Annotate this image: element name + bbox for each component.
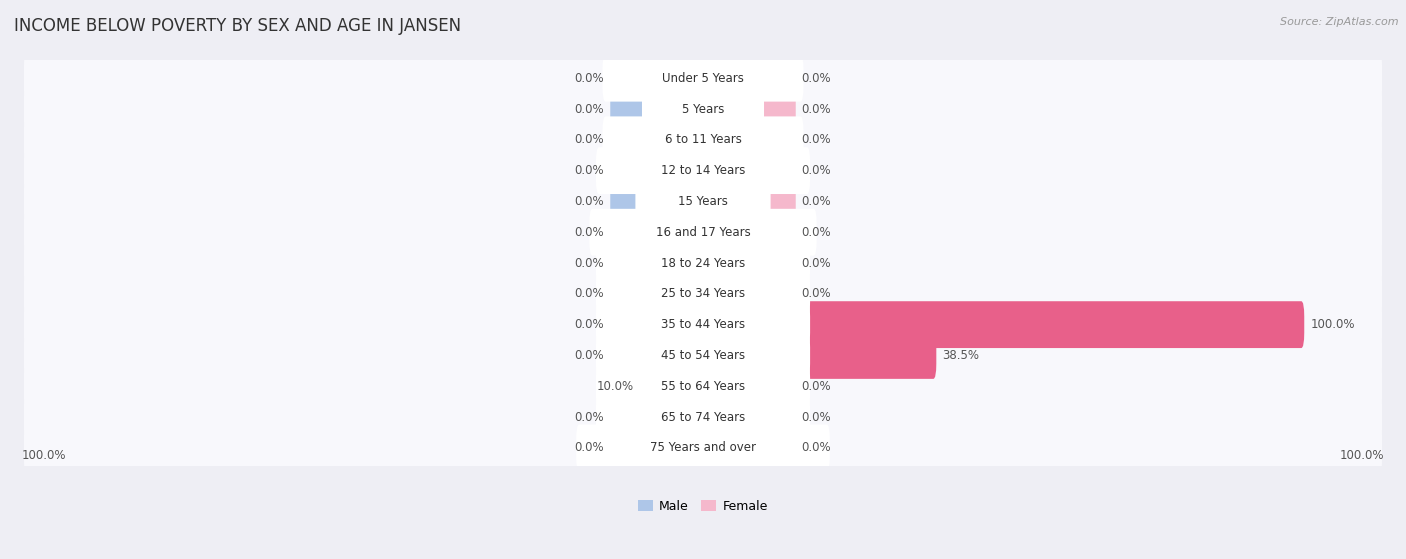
Text: 0.0%: 0.0% bbox=[801, 226, 831, 239]
FancyBboxPatch shape bbox=[700, 363, 796, 410]
Text: 6 to 11 Years: 6 to 11 Years bbox=[665, 133, 741, 146]
Text: 10.0%: 10.0% bbox=[598, 380, 634, 393]
FancyBboxPatch shape bbox=[610, 240, 706, 286]
Legend: Male, Female: Male, Female bbox=[638, 500, 768, 513]
FancyBboxPatch shape bbox=[700, 394, 796, 440]
FancyBboxPatch shape bbox=[24, 144, 1382, 198]
Text: 0.0%: 0.0% bbox=[801, 164, 831, 177]
Text: 45 to 54 Years: 45 to 54 Years bbox=[661, 349, 745, 362]
FancyBboxPatch shape bbox=[596, 271, 810, 318]
FancyBboxPatch shape bbox=[24, 328, 1382, 382]
FancyBboxPatch shape bbox=[24, 82, 1382, 136]
Text: 0.0%: 0.0% bbox=[575, 72, 605, 85]
Text: 12 to 14 Years: 12 to 14 Years bbox=[661, 164, 745, 177]
Text: 0.0%: 0.0% bbox=[575, 410, 605, 424]
FancyBboxPatch shape bbox=[700, 271, 796, 318]
Text: 0.0%: 0.0% bbox=[575, 287, 605, 300]
Text: 0.0%: 0.0% bbox=[801, 287, 831, 300]
FancyBboxPatch shape bbox=[700, 240, 796, 286]
Text: 75 Years and over: 75 Years and over bbox=[650, 442, 756, 454]
FancyBboxPatch shape bbox=[643, 86, 763, 132]
FancyBboxPatch shape bbox=[589, 209, 817, 255]
Text: 0.0%: 0.0% bbox=[801, 380, 831, 393]
Text: 0.0%: 0.0% bbox=[575, 195, 605, 208]
FancyBboxPatch shape bbox=[610, 147, 706, 194]
FancyBboxPatch shape bbox=[700, 301, 1305, 348]
FancyBboxPatch shape bbox=[576, 424, 830, 471]
FancyBboxPatch shape bbox=[24, 236, 1382, 290]
Text: 0.0%: 0.0% bbox=[575, 349, 605, 362]
FancyBboxPatch shape bbox=[596, 301, 810, 348]
FancyBboxPatch shape bbox=[700, 332, 936, 379]
FancyBboxPatch shape bbox=[24, 174, 1382, 229]
Text: 0.0%: 0.0% bbox=[801, 410, 831, 424]
Text: 55 to 64 Years: 55 to 64 Years bbox=[661, 380, 745, 393]
FancyBboxPatch shape bbox=[700, 424, 796, 471]
Text: 0.0%: 0.0% bbox=[801, 133, 831, 146]
Text: 0.0%: 0.0% bbox=[575, 257, 605, 269]
Text: 100.0%: 100.0% bbox=[1310, 318, 1355, 331]
FancyBboxPatch shape bbox=[24, 297, 1382, 352]
FancyBboxPatch shape bbox=[24, 51, 1382, 105]
FancyBboxPatch shape bbox=[24, 359, 1382, 413]
FancyBboxPatch shape bbox=[610, 116, 706, 163]
FancyBboxPatch shape bbox=[700, 86, 796, 132]
Text: 16 and 17 Years: 16 and 17 Years bbox=[655, 226, 751, 239]
FancyBboxPatch shape bbox=[596, 363, 810, 410]
FancyBboxPatch shape bbox=[610, 424, 706, 471]
Text: 0.0%: 0.0% bbox=[575, 133, 605, 146]
Text: 0.0%: 0.0% bbox=[801, 442, 831, 454]
Text: INCOME BELOW POVERTY BY SEX AND AGE IN JANSEN: INCOME BELOW POVERTY BY SEX AND AGE IN J… bbox=[14, 17, 461, 35]
FancyBboxPatch shape bbox=[610, 394, 706, 440]
Text: 0.0%: 0.0% bbox=[575, 226, 605, 239]
Text: 38.5%: 38.5% bbox=[942, 349, 980, 362]
Text: 25 to 34 Years: 25 to 34 Years bbox=[661, 287, 745, 300]
FancyBboxPatch shape bbox=[610, 178, 706, 225]
FancyBboxPatch shape bbox=[596, 332, 810, 379]
FancyBboxPatch shape bbox=[636, 178, 770, 225]
FancyBboxPatch shape bbox=[24, 113, 1382, 167]
FancyBboxPatch shape bbox=[610, 301, 706, 348]
FancyBboxPatch shape bbox=[700, 55, 796, 102]
FancyBboxPatch shape bbox=[610, 332, 706, 379]
FancyBboxPatch shape bbox=[610, 55, 706, 102]
Text: 0.0%: 0.0% bbox=[575, 442, 605, 454]
Text: 0.0%: 0.0% bbox=[575, 318, 605, 331]
FancyBboxPatch shape bbox=[700, 178, 796, 225]
FancyBboxPatch shape bbox=[603, 55, 803, 102]
FancyBboxPatch shape bbox=[24, 421, 1382, 475]
Text: 15 Years: 15 Years bbox=[678, 195, 728, 208]
Text: 0.0%: 0.0% bbox=[575, 164, 605, 177]
Text: 0.0%: 0.0% bbox=[801, 195, 831, 208]
Text: 5 Years: 5 Years bbox=[682, 102, 724, 116]
Text: 18 to 24 Years: 18 to 24 Years bbox=[661, 257, 745, 269]
FancyBboxPatch shape bbox=[610, 209, 706, 255]
Text: 100.0%: 100.0% bbox=[22, 449, 66, 462]
FancyBboxPatch shape bbox=[24, 390, 1382, 444]
FancyBboxPatch shape bbox=[596, 147, 810, 194]
FancyBboxPatch shape bbox=[610, 86, 706, 132]
Text: Under 5 Years: Under 5 Years bbox=[662, 72, 744, 85]
Text: 65 to 74 Years: 65 to 74 Years bbox=[661, 410, 745, 424]
Text: 0.0%: 0.0% bbox=[801, 102, 831, 116]
Text: 100.0%: 100.0% bbox=[1340, 449, 1384, 462]
Text: 0.0%: 0.0% bbox=[801, 257, 831, 269]
FancyBboxPatch shape bbox=[700, 116, 796, 163]
Text: 35 to 44 Years: 35 to 44 Years bbox=[661, 318, 745, 331]
Text: Source: ZipAtlas.com: Source: ZipAtlas.com bbox=[1281, 17, 1399, 27]
Text: 0.0%: 0.0% bbox=[575, 102, 605, 116]
FancyBboxPatch shape bbox=[596, 240, 810, 286]
FancyBboxPatch shape bbox=[700, 209, 796, 255]
FancyBboxPatch shape bbox=[596, 394, 810, 440]
FancyBboxPatch shape bbox=[610, 271, 706, 318]
FancyBboxPatch shape bbox=[700, 147, 796, 194]
FancyBboxPatch shape bbox=[24, 205, 1382, 259]
FancyBboxPatch shape bbox=[640, 363, 706, 410]
FancyBboxPatch shape bbox=[603, 116, 803, 163]
Text: 0.0%: 0.0% bbox=[801, 72, 831, 85]
FancyBboxPatch shape bbox=[24, 267, 1382, 321]
